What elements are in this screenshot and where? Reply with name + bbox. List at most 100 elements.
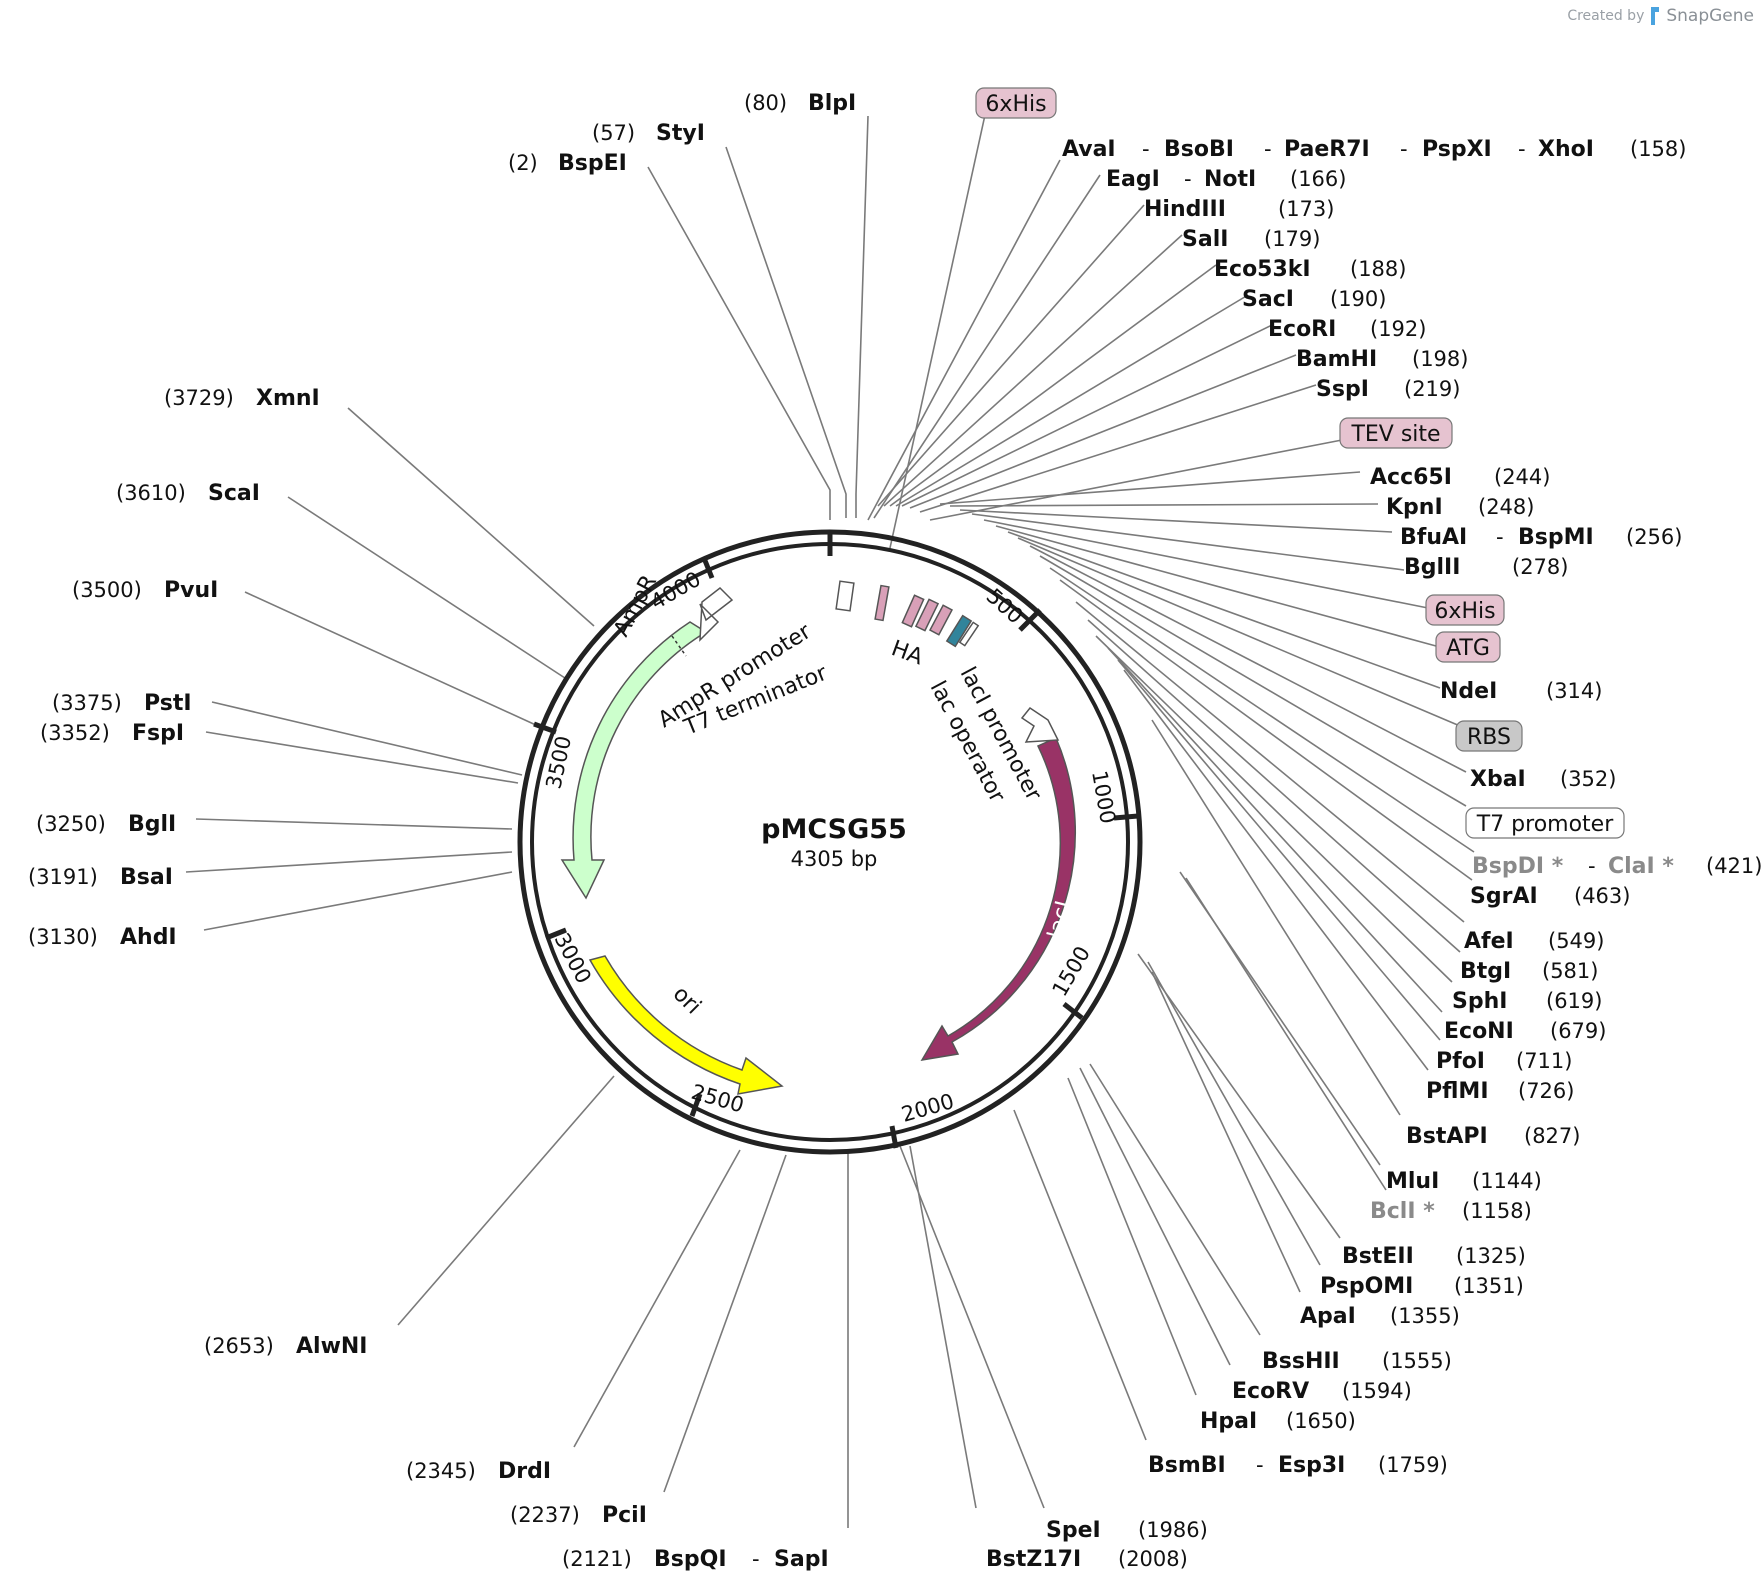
svg-text:NotI: NotI [1204,167,1256,192]
svg-text:SacI: SacI [1242,287,1294,312]
svg-text:(1325): (1325) [1456,1244,1526,1268]
svg-text:(244): (244) [1494,465,1550,489]
svg-text:(57): (57) [592,121,635,145]
connector-apai [1151,971,1301,1293]
svg-text:StyI: StyI [656,121,705,146]
snapgene-logo-icon [1651,7,1660,25]
lac-operator-box [958,621,980,647]
connector-sspi [919,384,1317,513]
connector-bsteii [1137,953,1341,1239]
svg-text:(421): (421) [1706,854,1762,878]
svg-text:BsmBI: BsmBI [1148,1453,1226,1478]
svg-text:FspI: FspI [132,721,184,746]
connector-bstapi [1151,719,1401,1116]
svg-text:EcoNI: EcoNI [1444,1019,1514,1044]
svg-text:(2121): (2121) [562,1547,632,1571]
connector-tev [929,439,1343,521]
connector-bglii [971,513,1405,571]
svg-text:SphI: SphI [1452,989,1507,1014]
connector-atg [995,525,1437,647]
svg-text:(827): (827) [1524,1124,1580,1148]
svg-text:ApaI: ApaI [1300,1304,1356,1329]
svg-text:(619): (619) [1546,989,1602,1013]
connector-sgrai [1059,579,1473,881]
connector-xbai [1029,545,1467,773]
tag-his-top: 6xHis [975,87,1057,119]
svg-text:SalI: SalI [1182,227,1228,252]
svg-text:(1650): (1650) [1286,1409,1356,1433]
connector-t7p [1039,555,1467,807]
svg-text:-: - [1142,137,1150,161]
svg-text:(192): (192) [1370,317,1426,341]
enzyme-xbai: XbaI (352) [1470,767,1616,792]
svg-text:(1986): (1986) [1138,1518,1208,1542]
connector-sphi [1095,635,1453,983]
svg-text:BtgI: BtgI [1460,959,1511,984]
tag-atg: ATG [1435,631,1501,663]
enzyme-ecori: EcoRI (192) [1268,317,1426,342]
enzyme-bsmbi-esp3i: BsmBI - Esp3I (1759) [1148,1453,1448,1478]
connector-xmni [347,407,595,627]
enzyme-pflmi: PflMI (726) [1426,1079,1574,1104]
tick-1000: 1000 [1087,769,1120,826]
svg-text:PfoI: PfoI [1436,1049,1485,1074]
enzyme-sgrai: SgrAI (463) [1470,884,1630,909]
svg-text:EcoRV: EcoRV [1232,1379,1309,1404]
svg-text:ClaI *: ClaI * [1608,854,1674,879]
scale-ticks [533,532,1139,1149]
connector-bsmbi [1013,1109,1147,1441]
connector-pcii [663,1154,787,1493]
svg-text:(726): (726) [1518,1079,1574,1103]
tag-rbs: RBS [1455,720,1523,752]
ori-arrow [588,955,784,1095]
connector-eagi [873,174,1101,519]
svg-text:BssHII: BssHII [1262,1349,1340,1374]
enzyme-eagi-noti: EagI - NotI (166) [1106,167,1346,192]
svg-text:PaeR7I: PaeR7I [1284,137,1370,162]
enzyme-sphi: SphI (619) [1452,989,1602,1014]
enzyme-drdi: (2345) DrdI [406,1459,551,1484]
connector-psti [211,701,523,776]
laci-promoter-arrow [1020,706,1060,743]
connector-ecori [901,324,1273,507]
connector-bstz17i [909,1145,977,1509]
enzyme-ahdi: (3130) AhdI [28,925,177,950]
svg-text:BsaI: BsaI [120,865,173,890]
svg-text:Acc65I: Acc65I [1370,465,1452,490]
connector-lines [185,114,1475,1528]
svg-text:BfuAI: BfuAI [1400,525,1467,550]
svg-text:BglI: BglI [128,812,176,837]
svg-text:-: - [1588,854,1596,878]
connector-ecorv [1079,1067,1231,1366]
ha-box-1 [901,594,925,628]
svg-text:(1351): (1351) [1454,1274,1524,1298]
enzyme-bspqi-sapi: (2121) BspQI - SapI [562,1547,829,1572]
svg-text:(549): (549) [1548,929,1604,953]
svg-text:-: - [1264,137,1272,161]
svg-text:-: - [1518,137,1526,161]
ampr-promoter-arrow [699,587,734,642]
connector-blpi [855,115,869,518]
teal-feature-box [945,614,973,648]
enzyme-apai: ApaI (1355) [1300,1304,1460,1329]
svg-text:(248): (248) [1478,495,1534,519]
connector-alwni [397,1075,615,1326]
enzyme-saci: SacI (190) [1242,287,1386,312]
tag-his-right: 6xHis [1425,594,1505,626]
snapgene-credit: Created by SnapGene [1567,6,1754,26]
svg-text:HindIII: HindIII [1144,197,1226,222]
svg-text:(1144): (1144) [1472,1169,1542,1193]
connector-bfuai [959,509,1393,533]
svg-text:SpeI: SpeI [1046,1518,1101,1543]
svg-text:SgrAI: SgrAI [1470,884,1538,909]
connector-ahdi [203,871,513,931]
connector-hindiii [877,204,1145,507]
tick-2500: 2500 [689,1080,747,1118]
enzyme-sali: SalI (179) [1182,227,1320,252]
svg-text:BstAPI: BstAPI [1406,1124,1488,1149]
enzyme-bglii: BglII (278) [1404,555,1568,580]
svg-text:(352): (352) [1560,767,1616,791]
connector-his-right [983,519,1429,609]
svg-text:KpnI: KpnI [1386,495,1443,520]
